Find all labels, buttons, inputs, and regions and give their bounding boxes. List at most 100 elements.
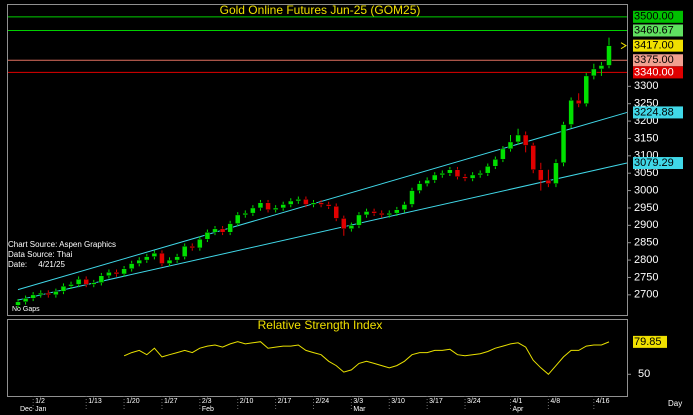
candle-body [378, 212, 385, 216]
rsi-last-label: 79.85 [634, 336, 662, 348]
candle-body [515, 134, 521, 143]
y-tick-label: 2800 [634, 254, 658, 266]
last-price-box [633, 39, 683, 52]
annotation: Chart Source: Aspen Graphics [8, 240, 116, 249]
candle-body [333, 205, 339, 219]
y-tick-label: 3000 [634, 184, 658, 196]
price-panel-frame [7, 4, 628, 316]
x-tick-label: 1/27 [164, 398, 178, 405]
annotation: Data Source: Thai [8, 250, 73, 259]
candle-body [265, 202, 271, 210]
candle-body [106, 272, 112, 276]
candle-body [113, 272, 120, 275]
candle-body [212, 228, 218, 233]
last-price-arrow [620, 42, 627, 50]
candle-body [310, 202, 317, 205]
candle-body [363, 211, 370, 216]
month-label: Dec [20, 406, 33, 413]
candle-body [121, 268, 127, 275]
rsi-title: Relative Strength Index [258, 318, 383, 332]
candle-body [545, 179, 552, 184]
candle-body [530, 145, 536, 170]
candle-body [272, 207, 279, 210]
candle-body [568, 99, 574, 125]
level-label-box [633, 24, 683, 37]
candle-body [606, 45, 612, 66]
candle-body [98, 275, 105, 283]
candle-body [401, 204, 408, 210]
candle-body [280, 204, 286, 209]
month-label: Jan [35, 406, 46, 413]
annotation: Date: 4/21/25 [8, 260, 65, 269]
rsi-label-box [633, 335, 667, 348]
candle-body [500, 148, 506, 160]
candle-body [348, 225, 355, 230]
candle-body [197, 238, 203, 249]
x-tick-label: 1/20 [126, 398, 140, 405]
level-label-box [633, 10, 683, 23]
channel-label-box [633, 106, 683, 119]
candle-body [394, 209, 400, 214]
candle-body [242, 212, 249, 216]
x-tick-label: 4/8 [550, 398, 560, 405]
rsi-line [123, 341, 610, 376]
level-label: 3500.00 [634, 11, 674, 23]
x-tick-label: 4/1 [513, 398, 523, 405]
candle-body [522, 134, 529, 146]
month-label: Mar [353, 406, 366, 413]
candle-body [469, 174, 476, 179]
candle-body [227, 223, 233, 233]
candle-body [204, 232, 211, 240]
candle-body [507, 141, 514, 150]
candle-body [181, 245, 188, 257]
candle-body [257, 202, 264, 209]
candle-body [318, 202, 324, 205]
candle-body [136, 259, 142, 264]
candle-body [591, 68, 597, 77]
x-unit: Day [668, 399, 682, 408]
level-label: 3340.00 [634, 66, 674, 78]
x-tick-label: 3/17 [429, 398, 443, 405]
chart-title: Gold Online Futures Jun-25 (GOM25) [220, 3, 421, 17]
candle-body [15, 301, 21, 306]
y-tick-label: 2700 [634, 289, 658, 301]
candle-body [439, 172, 446, 176]
level-label-box [633, 54, 683, 67]
y-tick-label: 3300 [634, 80, 658, 92]
candle-body [575, 99, 582, 104]
candle-body [386, 212, 393, 216]
level-label: 3460.67 [634, 24, 674, 36]
x-tick-label: 2/24 [316, 398, 330, 405]
x-tick-label: 2/17 [278, 398, 292, 405]
candle-body [68, 284, 74, 287]
candle-body [91, 282, 97, 285]
candle-body [409, 190, 415, 205]
month-label: Apr [513, 406, 525, 413]
last-price-label: 3417.00 [634, 40, 674, 52]
x-tick-label: 1/13 [88, 398, 102, 405]
candle-body [560, 124, 567, 164]
candle-body [166, 259, 173, 264]
candle-body [341, 218, 347, 230]
x-tick-label: 3/3 [353, 398, 363, 405]
candle-body [151, 252, 158, 257]
candle-body [128, 263, 135, 270]
x-tick-label: 2/3 [202, 398, 212, 405]
candle-body [30, 294, 36, 299]
level-label-box [633, 66, 683, 79]
candle-body [553, 162, 559, 184]
y-tick-label: 2900 [634, 219, 658, 231]
y-tick-label: 2950 [634, 202, 658, 214]
x-tick-label: 2/10 [240, 398, 254, 405]
candle-body [325, 204, 332, 207]
candle-body [583, 75, 590, 104]
candle-body [598, 65, 605, 70]
candle-body [416, 183, 423, 191]
month-label: Feb [202, 406, 214, 413]
candle-body [288, 200, 294, 205]
candle-body [371, 211, 377, 214]
channel-label: 3224.88 [634, 106, 674, 118]
candle-body [37, 292, 44, 296]
